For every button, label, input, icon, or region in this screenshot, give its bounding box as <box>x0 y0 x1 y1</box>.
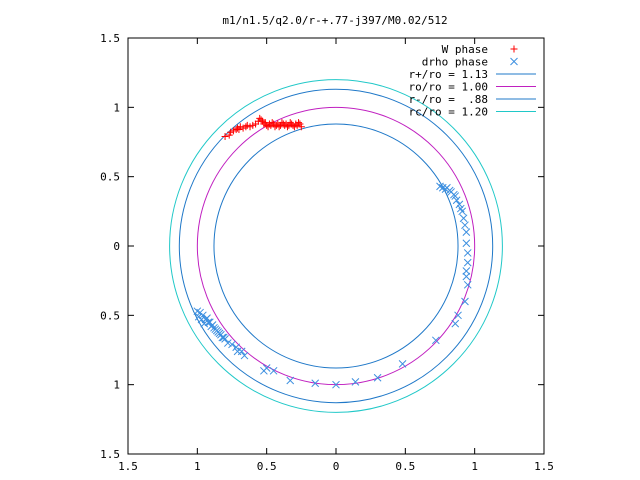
legend-label: rc/ro = 1.20 <box>409 106 488 119</box>
drho-phase-point <box>237 347 246 356</box>
drho-phase-point <box>232 343 241 352</box>
drho-phase-point <box>332 380 340 389</box>
drho-phase-point <box>462 272 471 281</box>
circle-series <box>178 88 494 404</box>
drho-phase-point <box>218 333 227 342</box>
drho-phase-point <box>373 373 382 382</box>
x-tick-label: 1.5 <box>118 460 138 473</box>
drho-phase-point <box>451 192 460 200</box>
drho-phase-point <box>269 366 278 375</box>
w-phase-point <box>257 116 265 124</box>
x-tick-label: 0.5 <box>395 460 415 473</box>
drho-phase-point <box>233 347 242 356</box>
w-phase-point <box>297 123 305 131</box>
y-tick-label: 0 <box>113 240 120 253</box>
y-tick-label: 1.5 <box>100 32 120 45</box>
drho-phase-point <box>203 314 211 322</box>
x-tick-label: 1.5 <box>534 460 554 473</box>
drho-phase-point <box>351 378 360 386</box>
drho-phase-point <box>286 376 295 385</box>
w-phase-point <box>221 132 229 140</box>
drho-phase-point <box>461 221 469 230</box>
drho-phase-point <box>208 321 217 329</box>
chart-title: m1/n1.5/q2.0/r-+.77-j397/M0.02/512 <box>222 14 447 27</box>
legend-sample-marker <box>510 57 518 66</box>
w-phase-point <box>283 123 291 131</box>
legend-label: r+/ro = 1.13 <box>409 68 488 81</box>
x-tick-label: 0.5 <box>257 460 277 473</box>
y-tick-labels: 1.5 1 0.5 0 0.5 1 1.5 <box>100 32 120 461</box>
w-phase-point <box>275 123 283 131</box>
x-tick-label: 0 <box>333 460 340 473</box>
drho-phase-point <box>454 311 462 320</box>
x-tick-labels: 1.5 1 0.5 0 0.5 1 1.5 <box>118 460 554 473</box>
drho-phase-point <box>455 200 464 209</box>
x-tick-label: 1 <box>471 460 478 473</box>
drho-phase-point <box>260 366 268 375</box>
y-tick-label: 0.5 <box>100 171 120 184</box>
point-layer <box>193 114 472 389</box>
drho-phase-point <box>462 267 471 275</box>
legend-sample-marker <box>510 45 518 53</box>
circle-layer <box>169 79 503 413</box>
circle-series <box>213 123 459 369</box>
drho-phase-point <box>219 333 228 342</box>
drho-phase-point <box>398 360 407 368</box>
drho-phase-point <box>462 228 471 236</box>
y-tick-label: 1 <box>113 101 120 114</box>
w-phase-point <box>268 119 276 127</box>
drho-phase-point <box>452 196 461 205</box>
legend-label: W phase <box>442 43 488 56</box>
drho-phase-point <box>459 214 468 223</box>
drho-phase-point <box>311 379 320 388</box>
y-tick-label: 1 <box>113 379 120 392</box>
w-phase-point <box>295 119 303 127</box>
drho-phase-point <box>463 258 472 267</box>
drho-phase-point <box>193 307 202 316</box>
drho-phase-point <box>463 249 472 257</box>
drho-phase-point <box>458 207 467 216</box>
x-tick-label: 1 <box>194 460 201 473</box>
drho-phase-point <box>451 319 460 328</box>
drho-phase-point <box>463 280 472 289</box>
drho-phase-point <box>438 183 447 192</box>
legend-label: ro/ro = 1.00 <box>409 81 488 94</box>
circle-series <box>169 79 503 413</box>
legend-label: drho phase <box>422 56 488 69</box>
legend-label: r-/ro = .88 <box>409 93 488 106</box>
drho-phase-point <box>431 336 440 345</box>
drho-phase-point <box>228 340 236 349</box>
y-tick-label: 1.5 <box>100 448 120 461</box>
drho-phase-point <box>240 351 249 360</box>
drho-phase-point <box>462 239 471 248</box>
y-tick-label: 0.5 <box>100 309 120 322</box>
drho-phase-point <box>461 297 469 306</box>
